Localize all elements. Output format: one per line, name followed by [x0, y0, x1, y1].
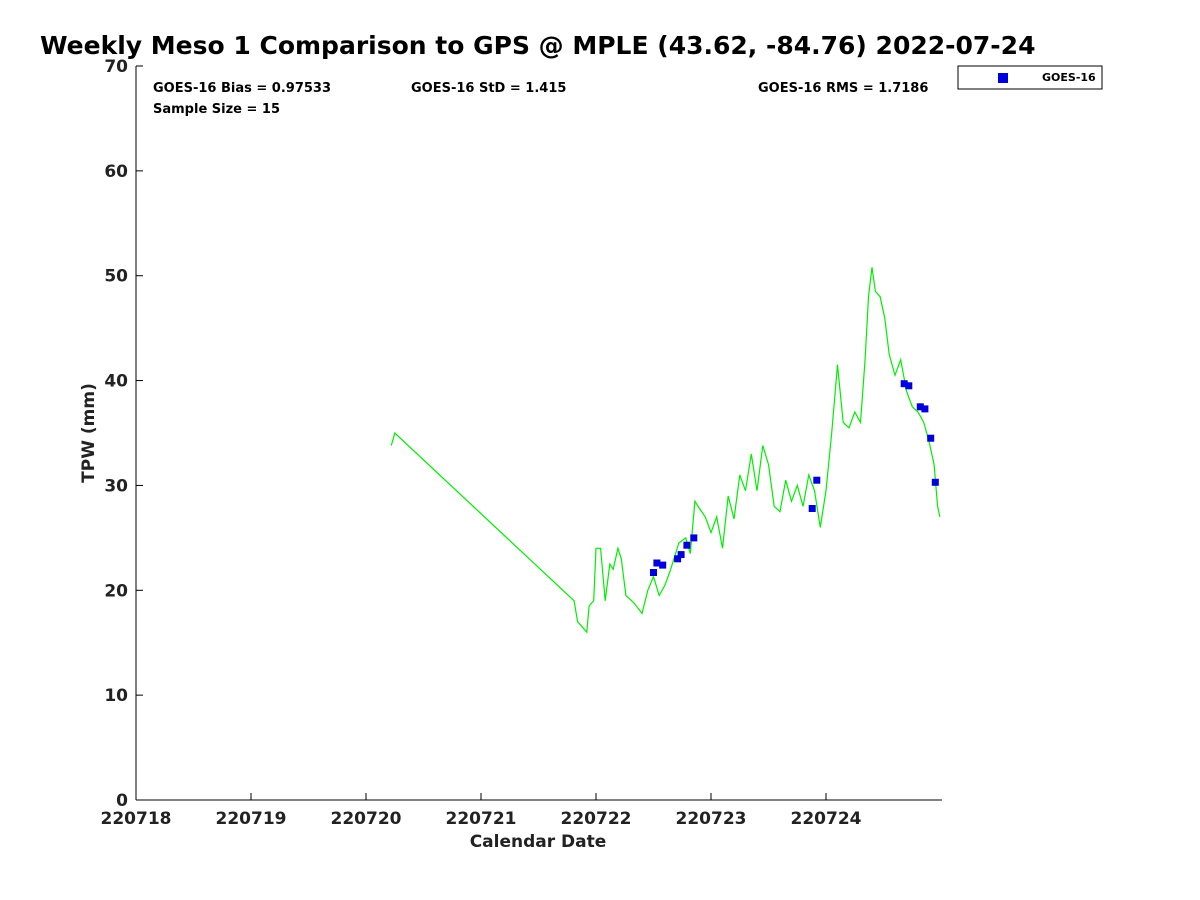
- std-stat: GOES-16 StD = 1.415: [411, 81, 566, 96]
- y-tick-label: 30: [104, 476, 128, 496]
- x-tick-label: 220721: [446, 809, 517, 829]
- x-tick-label: 220722: [561, 809, 632, 829]
- legend-marker-goes16: [998, 73, 1008, 83]
- goes16-point: [900, 380, 908, 388]
- plot-area: [390, 267, 941, 634]
- goes16-point: [916, 403, 924, 411]
- bias-stat: GOES-16 Bias = 0.97533: [153, 81, 331, 96]
- gps-line: [390, 267, 941, 634]
- goes16-point: [813, 476, 821, 484]
- chart-title: Weekly Meso 1 Comparison to GPS @ MPLE (…: [40, 31, 1035, 60]
- goes16-point: [683, 541, 691, 549]
- y-tick-label: 50: [104, 267, 128, 287]
- x-tick-label: 220724: [791, 809, 862, 829]
- goes16-point: [674, 555, 682, 563]
- goes16-point: [921, 405, 929, 413]
- axes: 0 10 20 30 40 50 60 70 220718 220719 220720 220721…: [101, 57, 942, 829]
- goes16-point: [927, 434, 935, 442]
- x-tick-label: 220718: [101, 809, 172, 829]
- goes16-point: [690, 534, 698, 542]
- legend-label-goes16: GOES-16: [1042, 71, 1096, 84]
- legend: GOES-16: [957, 65, 1103, 90]
- y-tick-label: 60: [104, 162, 128, 182]
- x-tick-label: 220720: [331, 809, 402, 829]
- goes16-point: [808, 505, 816, 512]
- goes16-point: [905, 382, 913, 390]
- sample-size-stat: Sample Size = 15: [153, 102, 280, 117]
- x-tick-label: 220719: [216, 809, 287, 829]
- y-tick-label: 10: [104, 686, 128, 706]
- y-axis-label: TPW (mm): [79, 383, 99, 483]
- legend-box: [957, 65, 1103, 90]
- rms-stat: GOES-16 RMS = 1.7186: [758, 81, 928, 96]
- y-ticks: 0 10 20 30 40 50 60 70: [104, 57, 143, 811]
- y-tick-label: 40: [104, 372, 128, 392]
- x-tick-label: 220723: [676, 809, 747, 829]
- goes16-point: [677, 551, 685, 559]
- goes16-point: [650, 569, 657, 576]
- y-tick-label: 70: [104, 57, 128, 77]
- goes16-point: [931, 478, 939, 486]
- x-axis-label: Calendar Date: [470, 832, 607, 852]
- goes16-point: [659, 561, 667, 569]
- x-ticks: 220718 220719 220720 220721 220722 220723 2207…: [101, 793, 862, 829]
- y-tick-label: 20: [104, 581, 128, 601]
- y-tick-label: 0: [116, 791, 128, 811]
- goes16-point: [653, 559, 661, 567]
